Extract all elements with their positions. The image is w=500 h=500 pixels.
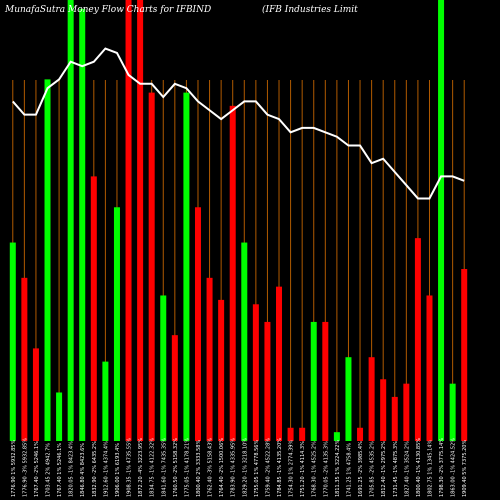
bar xyxy=(380,379,387,441)
bar xyxy=(414,238,421,441)
bar xyxy=(194,207,201,441)
x-tick-label: 1731.45 -1% 4875.3% xyxy=(393,441,399,497)
x-tick-label: 1776.90 1% 5932.85% xyxy=(11,440,17,497)
x-tick-label: 1908.35 -1% 4735.55% xyxy=(127,438,133,497)
x-tick-label: 1872.20 -4% 3223.95% xyxy=(138,438,144,497)
bar xyxy=(183,92,190,442)
bar xyxy=(426,295,433,441)
chart-title-right: (IFB Industries Limit xyxy=(262,4,358,15)
x-tick-label: 1829.20 -1% 3218.10% xyxy=(242,438,248,497)
bar xyxy=(67,0,74,441)
x-tick-label: 1800.40 -1% 4130.85% xyxy=(416,438,422,497)
x-tick-label: 1834.75 -1% 4122.32% xyxy=(150,438,156,497)
bar xyxy=(403,383,410,441)
x-tick-label: 1802.75 1% 1345.14% xyxy=(427,440,433,497)
bar xyxy=(241,242,248,441)
bar xyxy=(171,335,178,441)
bar xyxy=(252,304,259,441)
bar xyxy=(357,427,364,441)
x-tick-label: 1906.00 1% 6193.4% xyxy=(115,443,121,497)
x-tick-label: 1759.40 -2% 4522.28% xyxy=(265,438,271,497)
x-tick-label: 1768.30 -1% 4525.2% xyxy=(312,441,318,497)
x-tick-label: 1770.05 -2% 4135.3% xyxy=(323,441,329,497)
x-tick-label: 1691.25 -2% 3985.4% xyxy=(358,441,364,497)
bar xyxy=(438,0,445,441)
x-tick-label: 1762.40 -3% 5158.43% xyxy=(208,438,214,497)
bar xyxy=(90,176,97,441)
bar xyxy=(137,0,144,441)
bar xyxy=(44,79,51,441)
x-tick-label: 1811.35 1% 3224.22% xyxy=(335,440,341,497)
bar xyxy=(276,286,283,441)
x-tick-label: 1812.40 -1% 2975.2% xyxy=(381,441,387,497)
bar xyxy=(287,427,294,441)
x-tick-label: 1832.90 -2% 6435.2% xyxy=(92,441,98,497)
bar xyxy=(299,427,306,441)
bar xyxy=(229,105,236,441)
bar xyxy=(333,432,340,441)
bar xyxy=(113,207,120,441)
bar xyxy=(391,396,398,441)
chart-title-left: MunafaSutra Money Flow Charts for IFBIND xyxy=(4,5,211,15)
x-tick-label: 1764.40 -2% 1500.06% xyxy=(219,438,225,497)
bar xyxy=(125,0,132,441)
x-tick-label: 1841.60 -1% 7435.35% xyxy=(161,438,167,497)
bar xyxy=(102,361,109,441)
x-tick-label: 1784.85 -1% 4135.20% xyxy=(277,438,283,497)
bar xyxy=(322,321,329,441)
bar xyxy=(461,269,468,441)
bar xyxy=(21,277,28,441)
money-flow-line xyxy=(12,47,465,200)
x-tick-label: 1767.40 -2% 5246.1% xyxy=(34,441,40,497)
x-tick-label: 1820.05 -1% 8423.4% xyxy=(69,441,75,497)
x-tick-label: 1863.00 -1% 4424.52% xyxy=(451,438,457,497)
x-tick-label: 1798.30 -2% 3775.14% xyxy=(439,438,445,497)
bar xyxy=(148,92,155,442)
x-tick-label: 1775.05 -1% 4178.21% xyxy=(184,438,190,497)
x-tick-label: 1912.60 -1% 4374.4% xyxy=(103,441,109,497)
bar xyxy=(160,295,167,441)
x-tick-label: 1776.90 -3% 5932.85% xyxy=(22,438,28,497)
x-tick-labels: 1776.90 1% 5932.85% 1776.90 -3% 5932.85% 1… xyxy=(11,438,468,497)
bar xyxy=(32,348,39,441)
x-tick-label: 1703.45 2% 4942.7% xyxy=(46,443,52,497)
x-tick-label: 1827.40 -1% 3524.2% xyxy=(404,441,410,497)
x-tick-label: 1741.25 1% 4758.4% xyxy=(346,443,352,497)
x-tick-label: 1846.80 4% 8423.6% xyxy=(80,443,86,497)
bar xyxy=(56,392,63,441)
x-tick-label: 1754.30 1% 2774.39% xyxy=(289,440,295,497)
bar-series xyxy=(9,0,468,442)
bar xyxy=(345,357,352,441)
bar xyxy=(218,299,225,441)
bar xyxy=(310,321,317,441)
x-tick-label: 1783.90 -1% 4335.95% xyxy=(231,438,237,497)
x-tick-label: 1705.85 -2% 4535.2% xyxy=(370,441,376,497)
x-tick-label: 1909.40 5% 7375.20% xyxy=(462,440,468,497)
bar xyxy=(368,357,375,441)
bar xyxy=(206,277,213,441)
x-tick-label: 1751.20 -1% 4114.3% xyxy=(300,441,306,497)
bar xyxy=(79,8,86,441)
bar xyxy=(9,242,16,441)
x-tick-label: 1767.40 1% 5246.1% xyxy=(57,443,63,497)
bar xyxy=(264,321,271,441)
x-tick-label: 1755.05 1% 4778.56% xyxy=(254,440,260,497)
x-tick-label: 1760.50 -2% 5158.32% xyxy=(173,438,179,497)
bar xyxy=(449,383,456,441)
x-tick-label: 1800.40 2% 3333.58% xyxy=(196,440,202,497)
